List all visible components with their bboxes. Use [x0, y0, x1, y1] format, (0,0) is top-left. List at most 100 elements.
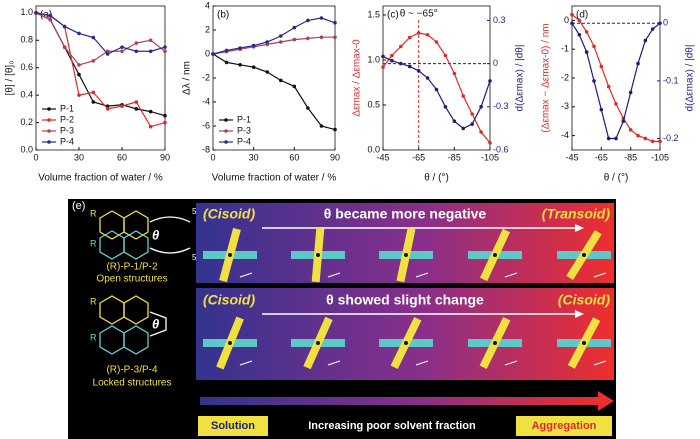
y-tick-label: 0.6	[20, 62, 33, 72]
panel-label: (d)	[576, 10, 588, 21]
y2-tick-label: -0.3	[493, 101, 509, 111]
state-label: (Cisoid)	[203, 206, 255, 222]
y-tick-label: 0.5	[367, 99, 380, 109]
panel-label: (b)	[217, 10, 229, 21]
y-axis-label: [θ] / [θ]₀	[5, 61, 16, 96]
x-tick-label: -105	[651, 152, 669, 162]
data-point	[91, 100, 96, 104]
motion-arrow	[593, 272, 607, 278]
y-tick-label: 0	[205, 48, 210, 58]
x-tick-label: 60	[117, 152, 127, 162]
rotor-center	[493, 253, 497, 257]
legend-label: P-1	[237, 114, 251, 124]
data-point	[292, 25, 297, 30]
data-point	[628, 90, 633, 95]
molecule-locked	[99, 295, 167, 355]
rotor-center	[404, 253, 408, 257]
structure-type: Open structures	[96, 274, 167, 285]
legend-marker	[224, 118, 228, 122]
annotation: θ ~ −65°	[400, 9, 438, 20]
data-point	[381, 54, 385, 59]
data-point	[425, 33, 430, 37]
data-point	[614, 136, 618, 141]
data-point	[570, 12, 574, 17]
data-point	[390, 53, 394, 58]
motion-arrow	[415, 272, 429, 278]
data-point	[292, 37, 297, 42]
data-point	[105, 52, 110, 56]
structure-type: Locked structures	[93, 378, 172, 389]
y-tick-label: 0.2	[20, 117, 33, 127]
rotor-center	[316, 341, 320, 345]
data-point	[91, 90, 96, 95]
y2-tick-label: 0	[493, 58, 498, 68]
panel-label: (e)	[72, 200, 85, 212]
series-line	[212, 17, 336, 55]
data-point	[434, 87, 439, 92]
x-axis-label: θ / (°)	[604, 173, 629, 184]
y-tick-label: 0	[564, 15, 569, 25]
repeat-count: 5	[192, 253, 197, 262]
data-point	[306, 36, 310, 41]
data-point	[77, 72, 81, 77]
data-point	[48, 17, 53, 22]
data-point	[134, 41, 139, 45]
y-tick-label: 1.5	[367, 9, 380, 19]
data-point	[48, 13, 53, 18]
y-axis-label: Δλ / nm	[182, 61, 193, 95]
x-axis-label: θ / (°)	[424, 173, 449, 184]
legend-label: P-4	[237, 136, 251, 146]
x-axis-label: Volume fraction of water / %	[38, 173, 163, 184]
arrow-head	[575, 310, 584, 318]
y-tick-label: -6	[202, 120, 210, 130]
x-tick-label: -85	[624, 152, 637, 162]
data-point	[134, 49, 139, 54]
data-point	[416, 69, 421, 73]
y2-axis-label: d(Δεmax) / |dθ|	[685, 45, 696, 112]
y2-tick-label: -0.1	[663, 75, 679, 85]
data-point	[77, 31, 81, 36]
aggregation-label: Aggregation	[532, 420, 597, 432]
motion-arrow	[504, 360, 518, 366]
theta-symbol: θ	[152, 316, 159, 331]
aggregation-box	[516, 416, 612, 436]
legend-marker	[47, 118, 51, 122]
data-point	[77, 93, 81, 97]
x-tick-label: 60	[289, 152, 299, 162]
data-point	[592, 44, 596, 49]
data-point	[292, 84, 297, 89]
y-tick-label: -2	[561, 72, 569, 82]
data-point	[452, 71, 457, 76]
data-point	[62, 45, 67, 49]
rotor-center	[228, 253, 232, 257]
data-point	[461, 94, 466, 98]
x-tick-label: -45	[565, 152, 578, 162]
data-point	[636, 61, 640, 66]
x-tick-label: -65	[412, 152, 425, 162]
data-point	[333, 127, 337, 132]
data-point	[306, 106, 310, 110]
y-tick-label: 1.0	[20, 7, 33, 17]
data-point	[91, 59, 96, 63]
state-label: (Cisoid)	[558, 292, 610, 308]
rotor-center	[582, 341, 586, 345]
rotor-center	[228, 341, 232, 345]
data-point	[658, 139, 662, 144]
motion-arrow	[239, 272, 253, 278]
y-tick-label: 0.4	[20, 90, 33, 100]
data-point	[425, 76, 430, 80]
legend-marker	[224, 140, 228, 144]
legend-label: P-3	[60, 125, 74, 135]
y2-axis-label: d(Δεmax) / |dθ|	[515, 45, 526, 112]
y-tick-label: -4	[561, 130, 569, 140]
data-point	[163, 49, 167, 54]
rotor-center	[582, 253, 586, 257]
change-label: θ showed slight change	[326, 292, 484, 308]
legend-label: P-1	[60, 103, 74, 113]
substituent: R	[90, 238, 97, 248]
x-tick-label: 90	[160, 152, 170, 162]
data-point	[390, 58, 394, 63]
y-tick-label: 0.8	[20, 35, 33, 45]
data-point	[443, 105, 448, 109]
substituent: R	[90, 332, 97, 342]
